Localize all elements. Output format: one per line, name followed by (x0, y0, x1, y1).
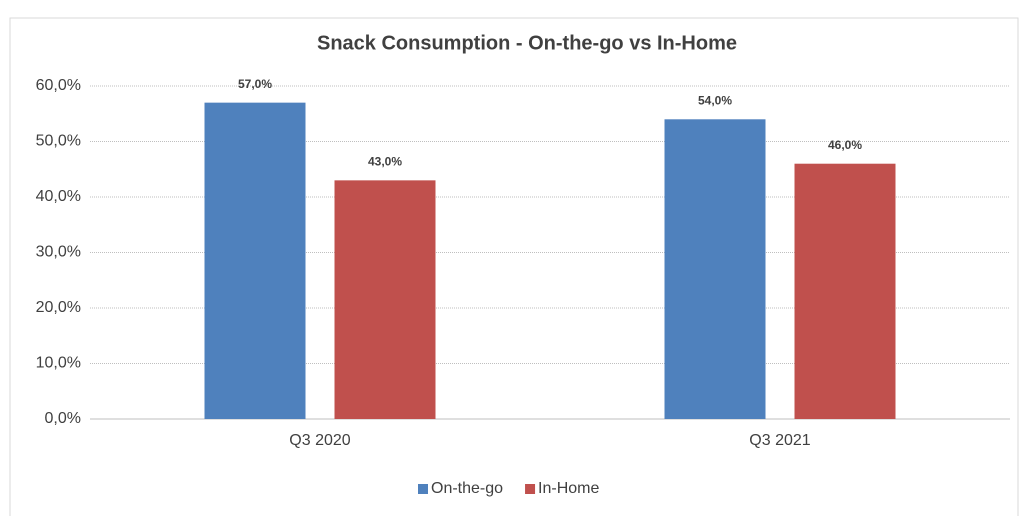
y-tick-label: 40,0% (36, 188, 81, 205)
x-tick-label: Q3 2020 (289, 432, 350, 449)
value-label: 46,0% (828, 138, 862, 152)
y-tick-label: 60,0% (36, 77, 81, 94)
value-label: 57,0% (238, 77, 272, 91)
legend-swatch (525, 484, 536, 494)
y-tick-label: 20,0% (36, 299, 81, 316)
bar (794, 163, 896, 419)
bar (204, 102, 306, 420)
bar (664, 119, 766, 420)
legend-swatch (418, 484, 428, 494)
x-tick-label: Q3 2021 (749, 432, 810, 449)
value-label: 43,0% (368, 155, 402, 169)
y-tick-label: 30,0% (36, 244, 81, 261)
legend-label: On-the-go (431, 480, 503, 497)
y-tick-label: 50,0% (36, 133, 81, 150)
y-tick-label: 10,0% (36, 355, 81, 372)
bar (334, 180, 436, 419)
chart-title: Snack Consumption - On-the-go vs In-Home (317, 32, 737, 54)
y-tick-label: 0,0% (45, 410, 81, 427)
legend-label: In-Home (538, 480, 599, 497)
value-label: 54,0% (698, 93, 732, 107)
